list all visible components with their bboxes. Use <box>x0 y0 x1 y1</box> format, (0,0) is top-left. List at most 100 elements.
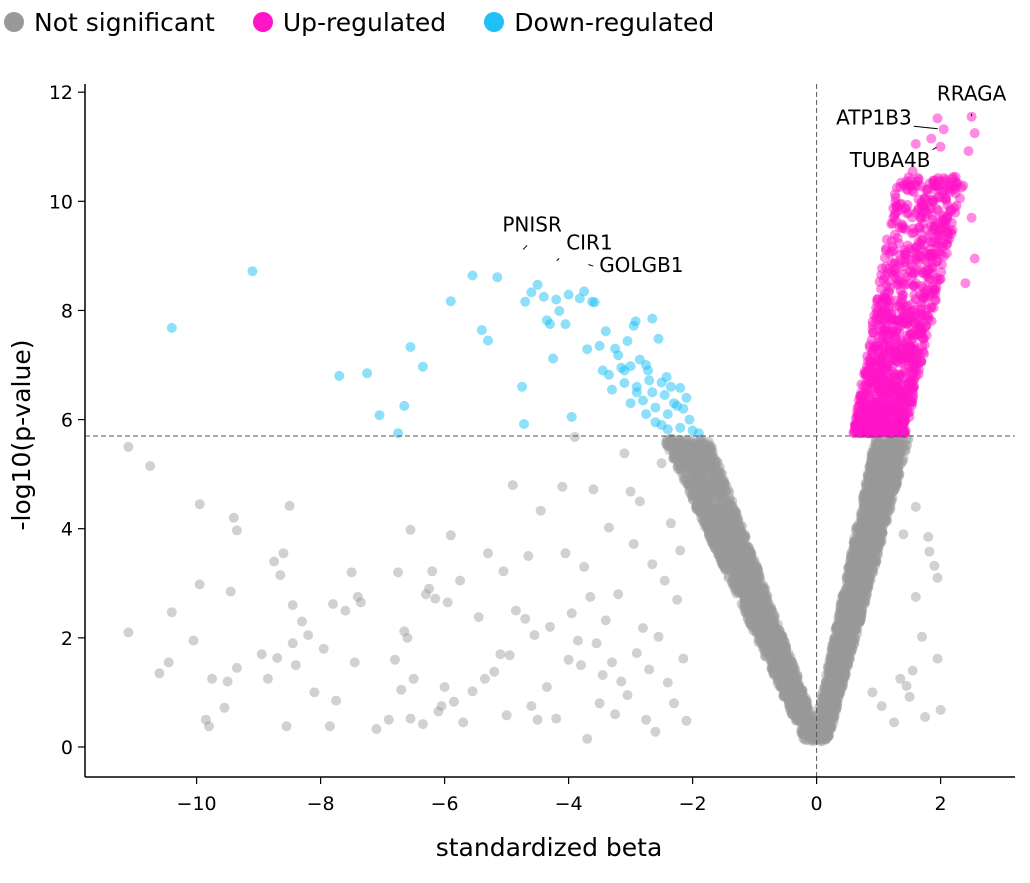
ns-point <box>706 485 717 495</box>
ns-point <box>676 460 687 471</box>
ns-point <box>705 513 716 523</box>
ns-point <box>681 446 691 457</box>
ns-point <box>743 587 754 598</box>
ns-point <box>723 534 734 545</box>
ns-point <box>713 478 724 489</box>
ns-point <box>757 603 768 614</box>
ns-point <box>507 480 518 491</box>
ns-point <box>588 484 599 495</box>
ns-point <box>727 508 737 519</box>
ns-point <box>715 479 726 490</box>
ns-point <box>870 527 881 538</box>
ns-point <box>717 558 728 569</box>
ns-point <box>713 468 724 478</box>
ns-point <box>780 685 791 696</box>
ns-point <box>730 571 741 582</box>
ns-point <box>523 551 534 561</box>
ns-point <box>877 472 888 483</box>
ns-point <box>725 514 736 524</box>
ns-point <box>772 655 783 666</box>
ns-point <box>738 602 749 613</box>
ns-point <box>688 449 699 459</box>
ns-point <box>792 697 803 708</box>
ns-point <box>745 556 755 566</box>
ns-point <box>772 660 783 671</box>
ns-point <box>784 668 795 678</box>
ns-point <box>275 570 286 581</box>
ns-point <box>718 560 728 571</box>
ns-point <box>752 610 763 621</box>
ns-point <box>703 492 714 503</box>
ns-point <box>756 579 767 589</box>
ns-point <box>717 553 728 564</box>
ns-point <box>746 594 757 605</box>
ns-point <box>734 531 745 542</box>
ns-point <box>371 724 382 734</box>
down-point <box>643 365 653 376</box>
ns-point <box>681 715 692 726</box>
ns-point <box>770 667 781 678</box>
ns-point <box>806 720 816 731</box>
ns-point <box>802 711 812 722</box>
ns-point <box>725 561 736 572</box>
ns-point <box>749 611 760 621</box>
ns-point <box>728 578 739 589</box>
ns-point <box>672 594 683 605</box>
ns-point <box>792 689 803 700</box>
ns-point <box>262 673 273 684</box>
ns-point <box>730 584 741 595</box>
down-point <box>483 335 493 346</box>
down-point <box>467 270 478 281</box>
ns-point <box>689 438 700 449</box>
ns-point <box>738 536 749 547</box>
ns-point <box>734 575 745 586</box>
down-point <box>684 414 695 425</box>
ns-point <box>715 553 726 564</box>
ns-point <box>708 451 719 462</box>
ns-point <box>754 631 765 642</box>
ns-point <box>662 677 673 688</box>
ns-point <box>713 531 724 542</box>
ns-point <box>766 658 777 669</box>
ns-point <box>752 564 763 575</box>
ns-point <box>761 634 772 645</box>
ns-point <box>699 489 710 500</box>
ns-point <box>729 543 740 554</box>
ns-point <box>712 545 723 556</box>
ns-point <box>745 557 756 568</box>
ns-point <box>748 618 759 629</box>
ns-point <box>758 588 769 599</box>
ns-point <box>672 448 682 459</box>
ns-point <box>689 460 700 471</box>
ns-point <box>792 684 803 694</box>
ns-point <box>767 634 778 645</box>
ns-point <box>688 463 699 474</box>
ns-point <box>393 567 404 578</box>
legend-item-down-regulated: Down-regulated <box>484 8 714 37</box>
ns-point <box>717 475 728 486</box>
ns-point <box>610 709 621 720</box>
ns-point <box>442 597 453 608</box>
ns-point <box>790 707 801 718</box>
ns-point <box>790 715 801 726</box>
ns-point <box>685 461 696 472</box>
ns-point <box>723 541 734 552</box>
ns-point <box>693 491 704 502</box>
down-point <box>594 340 605 351</box>
ns-point <box>628 539 639 549</box>
ns-point <box>773 667 784 678</box>
ns-point <box>769 623 780 634</box>
ns-point <box>730 558 741 569</box>
ns-point <box>760 604 771 615</box>
ns-point <box>790 692 801 703</box>
ns-point <box>665 436 676 447</box>
ns-point <box>715 473 726 484</box>
ns-point <box>775 635 786 646</box>
ns-point <box>703 439 714 450</box>
down-point <box>563 289 574 300</box>
ns-point <box>701 479 712 490</box>
ns-point <box>738 533 748 544</box>
down-point <box>393 428 404 439</box>
ns-point <box>698 479 708 490</box>
ns-point <box>749 555 760 566</box>
